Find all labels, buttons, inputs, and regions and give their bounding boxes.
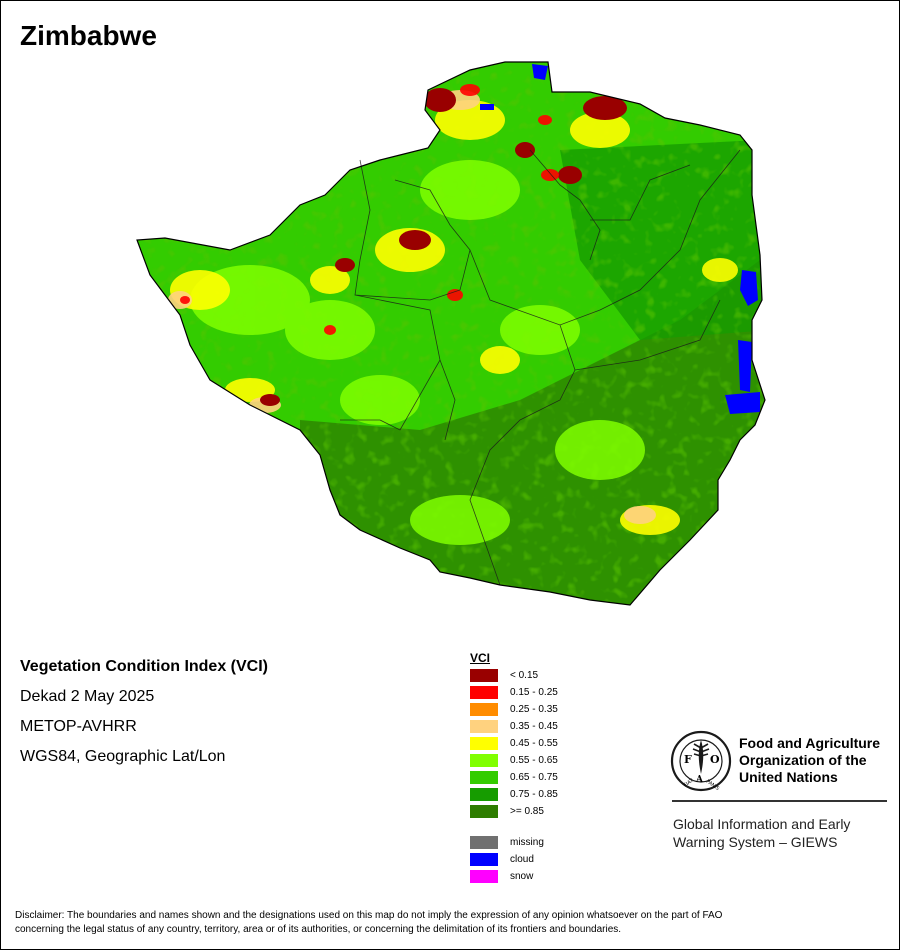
legend-special-label: cloud [510, 854, 534, 865]
province-boundaries [340, 149, 741, 586]
legend-title: VCI [470, 651, 491, 665]
giews-line: Global Information and Early [673, 816, 851, 832]
legend-class-row: 0.15 - 0.25 [470, 684, 558, 701]
index-title: Vegetation Condition Index (VCI) [20, 658, 268, 675]
legend-class-swatch [470, 686, 498, 699]
fao-name: Food and Agriculture Organization of the… [739, 735, 880, 786]
legend-class-label: 0.65 - 0.75 [510, 772, 558, 783]
legend-class-swatch [470, 703, 498, 716]
svg-text:F: F [684, 753, 692, 766]
fao-divider [672, 800, 887, 802]
legend-class-swatch [470, 669, 498, 682]
disclaimer: Disclaimer: The boundaries and names sho… [15, 909, 885, 937]
cloud-areas [480, 64, 760, 414]
legend-class-row: 0.35 - 0.45 [470, 718, 558, 735]
legend-class-label: 0.55 - 0.65 [510, 755, 558, 766]
sensor-label: METOP-AVHRR [20, 718, 137, 735]
legend-class-swatch [470, 754, 498, 767]
legend-special-row: snow [470, 868, 558, 885]
legend-special-row: cloud [470, 851, 558, 868]
legend-class-label: < 0.15 [510, 670, 539, 681]
legend-class-row: 0.75 - 0.85 [470, 786, 558, 803]
legend-class-label: >= 0.85 [510, 806, 544, 817]
legend-class-row: 0.55 - 0.65 [470, 752, 558, 769]
fao-name-line: Organization of the [739, 752, 867, 768]
projection-label: WGS84, Geographic Lat/Lon [20, 748, 226, 765]
svg-text:O: O [710, 753, 720, 766]
fao-name-line: Food and Agriculture [739, 735, 881, 751]
legend-special-label: snow [510, 871, 534, 882]
legend-class-swatch [470, 788, 498, 801]
svg-text:FIAT: FIAT [683, 777, 696, 788]
legend-class-swatch [470, 771, 498, 784]
giews-name: Global Information and Early Warning Sys… [673, 815, 850, 851]
legend-special-swatch [470, 853, 498, 866]
country-title: Zimbabwe [20, 20, 157, 51]
disclaimer-line: Disclaimer: The boundaries and names sho… [15, 910, 723, 921]
period-label: Dekad 2 May 2025 [20, 688, 155, 705]
legend-class-row: < 0.15 [470, 667, 558, 684]
disclaimer-line: concerning the legal status of any count… [15, 924, 622, 935]
vci-map [136, 61, 766, 606]
legend-class-swatch [470, 737, 498, 750]
giews-line: Warning System – GIEWS [673, 834, 838, 850]
legend-class-swatch [470, 805, 498, 818]
legend-special-swatch [470, 870, 498, 883]
svg-text:A: A [695, 775, 704, 785]
vci-legend: VCI < 0.15 0.15 - 0.25 0.25 - 0.35 0.35 - 0… [470, 651, 558, 885]
legend-class-label: 0.75 - 0.85 [510, 789, 558, 800]
legend-class-label: 0.45 - 0.55 [510, 738, 558, 749]
legend-class-label: 0.15 - 0.25 [510, 687, 558, 698]
legend-class-label: 0.35 - 0.45 [510, 721, 558, 732]
legend-class-label: 0.25 - 0.35 [510, 704, 558, 715]
legend-class-row: 0.45 - 0.55 [470, 735, 558, 752]
legend-special-row: missing [470, 834, 558, 851]
legend-special: missing cloud snow [470, 834, 558, 885]
legend-classes: < 0.15 0.15 - 0.25 0.25 - 0.35 0.35 - 0.45 0… [470, 667, 558, 820]
legend-class-swatch [470, 720, 498, 733]
legend-special-label: missing [510, 837, 544, 848]
vci-class-lt015-hotspots [260, 88, 627, 406]
legend-class-row: >= 0.85 [470, 803, 558, 820]
vci-class-015-025-hotspots [180, 84, 559, 335]
legend-class-row: 0.65 - 0.75 [470, 769, 558, 786]
fao-name-line: United Nations [739, 769, 838, 785]
legend-special-swatch [470, 836, 498, 849]
map-info: Vegetation Condition Index (VCI) Dekad 2… [20, 656, 268, 776]
legend-class-row: 0.25 - 0.35 [470, 701, 558, 718]
fao-emblem-icon: F A O FIAT PANIS [670, 730, 732, 792]
